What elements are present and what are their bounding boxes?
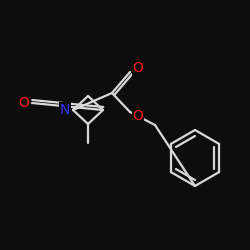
Text: O: O	[18, 96, 30, 110]
Text: O: O	[132, 109, 143, 123]
Text: N: N	[60, 103, 70, 117]
Text: O: O	[132, 61, 143, 75]
